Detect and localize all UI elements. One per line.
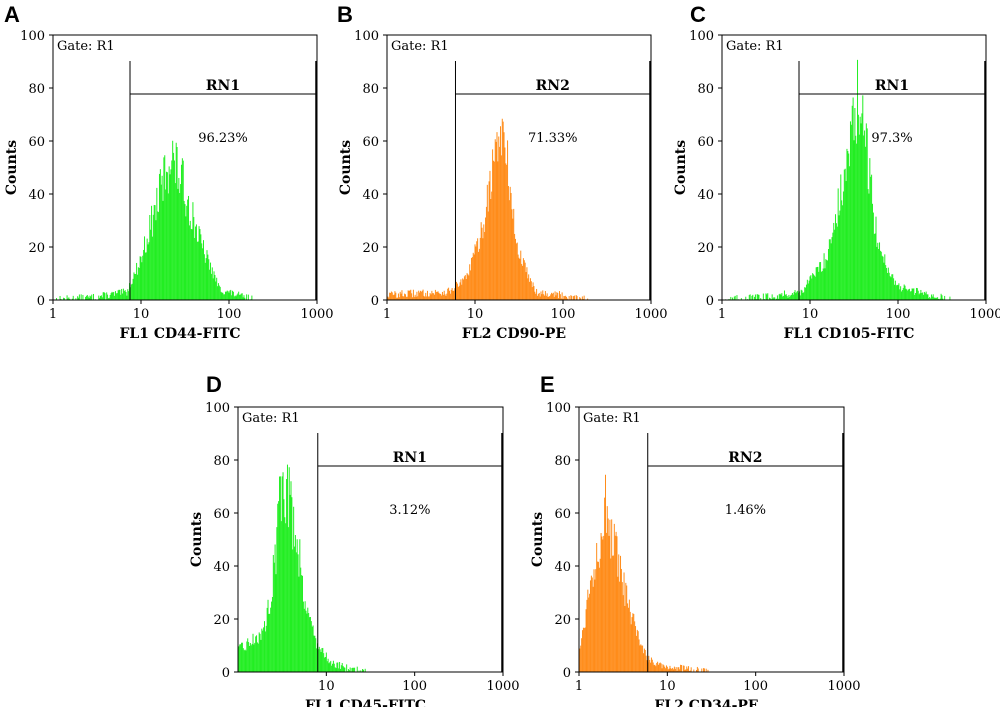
histogram-bars	[725, 59, 951, 300]
y-tick-label: 0	[371, 294, 379, 309]
percentage-label: 71.33%	[528, 131, 578, 146]
y-tick-label: 0	[706, 294, 714, 309]
y-tick-label: 40	[28, 188, 45, 203]
panel-e: E 0 20 40 60 80 100 1 10 100 1000 Gate: R1 RN2 1.46% F…	[530, 372, 861, 707]
x-tick-label: 1000	[300, 307, 333, 322]
y-tick-label: 0	[222, 666, 230, 681]
x-tick-label: 100	[551, 307, 576, 322]
histogram-bars	[386, 118, 589, 300]
y-tick-label: 40	[362, 188, 379, 203]
x-tick-label: 1	[718, 307, 726, 322]
y-tick-label: 60	[697, 135, 714, 150]
panel-c: C 0 20 40 60 80 100 1 10 100 1000 Gate: R1 RN1 97.3% F…	[673, 2, 1000, 342]
gate-label: Gate: R1	[726, 39, 784, 54]
gate-label: Gate: R1	[242, 411, 300, 426]
x-tick-label: 10	[659, 679, 676, 694]
plot-frame	[386, 34, 652, 301]
y-tick-label: 20	[362, 241, 379, 256]
x-axis-title: FL2 CD34-PE	[654, 698, 758, 707]
gate-label: Gate: R1	[583, 411, 641, 426]
histogram-bars	[237, 464, 366, 672]
y-tick-label: 100	[689, 29, 714, 44]
y-tick-label: 0	[37, 294, 45, 309]
x-tick-label: 100	[217, 307, 242, 322]
panel-a: A 0 20 40 60 80 100 1 10 100 1000 Gate: R1 RN1 96.23%…	[4, 2, 334, 342]
x-tick-label: 1000	[634, 307, 667, 322]
y-tick-label: 40	[697, 188, 714, 203]
y-tick-label: 60	[28, 135, 45, 150]
y-tick-label: 80	[362, 82, 379, 97]
y-axis-title: Counts	[4, 140, 20, 195]
region-label: RN1	[875, 78, 909, 94]
x-tick-label: 100	[402, 679, 427, 694]
y-tick-label: 100	[20, 29, 45, 44]
x-tick-label: 10	[802, 307, 819, 322]
y-axis-title: Counts	[673, 140, 689, 195]
x-tick-label: 1000	[827, 679, 860, 694]
gate-label: Gate: R1	[57, 39, 115, 54]
x-tick-label: 1000	[969, 307, 1000, 322]
panel-letter: C	[690, 2, 706, 27]
y-tick-label: 20	[213, 613, 230, 628]
x-axis-title: FL2 CD90-PE	[462, 326, 566, 342]
panel-b: B 0 20 40 60 80 100 1 10 100 1000 Gate: R1 RN2 71.33%…	[337, 2, 668, 342]
y-tick-label: 100	[354, 29, 379, 44]
y-axis-title: Counts	[530, 512, 546, 567]
x-axis-title: FL1 CD44-FITC	[119, 326, 240, 342]
y-tick-label: 80	[554, 454, 571, 469]
y-tick-label: 80	[213, 454, 230, 469]
percentage-label: 1.46%	[725, 503, 766, 518]
panel-letter: D	[206, 372, 222, 397]
panel-letter: A	[4, 2, 20, 27]
panel-letter: B	[337, 2, 353, 27]
region-label: RN1	[206, 78, 240, 94]
panel-d: D 0 20 40 60 80 100 10 100 1000 Gate: R1 RN1 3.12% FL…	[189, 372, 520, 707]
y-axis-title: Counts	[189, 512, 205, 567]
x-tick-label: 1	[383, 307, 391, 322]
y-tick-label: 100	[546, 401, 571, 416]
x-tick-label: 10	[133, 307, 150, 322]
x-tick-label: 100	[743, 679, 768, 694]
plot-frame	[721, 34, 987, 301]
percentage-label: 3.12%	[389, 503, 430, 518]
gate-label: Gate: R1	[391, 39, 449, 54]
x-tick-label: 10	[467, 307, 484, 322]
x-tick-label: 1000	[486, 679, 519, 694]
plot-frame	[578, 406, 845, 673]
x-axis-title: FL1 CD105-FITC	[784, 326, 915, 342]
y-tick-label: 80	[697, 82, 714, 97]
x-tick-label: 1	[575, 679, 583, 694]
y-tick-label: 100	[205, 401, 230, 416]
y-tick-label: 60	[362, 135, 379, 150]
percentage-label: 97.3%	[871, 131, 912, 146]
y-axis-title: Counts	[338, 140, 354, 195]
region-label: RN1	[393, 450, 427, 466]
region-label: RN2	[536, 78, 570, 94]
histogram-bars	[56, 140, 253, 300]
y-tick-label: 40	[213, 560, 230, 575]
y-tick-label: 20	[28, 241, 45, 256]
y-tick-label: 40	[554, 560, 571, 575]
y-tick-label: 60	[213, 507, 230, 522]
x-tick-label: 10	[318, 679, 335, 694]
region-label: RN2	[728, 450, 762, 466]
histogram-bars	[578, 474, 709, 672]
y-tick-label: 20	[697, 241, 714, 256]
percentage-label: 96.23%	[198, 131, 248, 146]
plot-frame	[52, 34, 318, 301]
x-tick-label: 1	[49, 307, 57, 322]
y-tick-label: 0	[563, 666, 571, 681]
y-tick-label: 20	[554, 613, 571, 628]
y-tick-label: 80	[28, 82, 45, 97]
x-tick-label: 100	[886, 307, 911, 322]
plot-frame	[237, 406, 504, 673]
y-tick-label: 60	[554, 507, 571, 522]
x-axis-title: FL1 CD45-FITC	[305, 698, 426, 707]
panel-letter: E	[540, 372, 555, 397]
